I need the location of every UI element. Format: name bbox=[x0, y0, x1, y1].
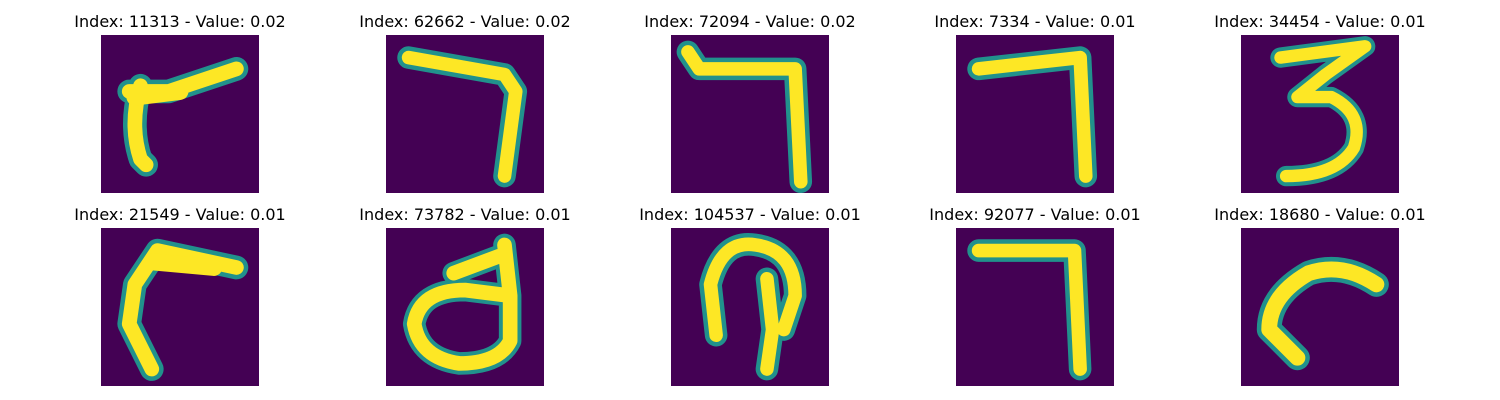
panel-title: Index: 62662 - Value: 0.02 bbox=[359, 12, 571, 31]
image-panel-3: Index: 72094 - Value: 0.02 bbox=[610, 12, 890, 202]
panel-title: Index: 18680 - Value: 0.01 bbox=[1214, 205, 1426, 224]
digit-image bbox=[101, 35, 259, 193]
loop-glyph-icon bbox=[402, 233, 522, 375]
digit-7-icon bbox=[967, 46, 1098, 188]
image-panel-9: Index: 92077 - Value: 0.01 bbox=[895, 205, 1175, 395]
image-panel-2: Index: 62662 - Value: 0.02 bbox=[325, 12, 605, 202]
panel-title: Index: 11313 - Value: 0.02 bbox=[74, 12, 286, 31]
image-panel-4: Index: 7334 - Value: 0.01 bbox=[895, 12, 1175, 202]
digit-image bbox=[1241, 35, 1399, 193]
panel-title: Index: 34454 - Value: 0.01 bbox=[1214, 12, 1426, 31]
panel-title: Index: 73782 - Value: 0.01 bbox=[359, 205, 571, 224]
digit-7-icon bbox=[967, 239, 1092, 381]
panel-title: Index: 7334 - Value: 0.01 bbox=[934, 12, 1136, 31]
image-panel-6: Index: 21549 - Value: 0.01 bbox=[40, 205, 320, 395]
digit-image bbox=[101, 228, 259, 386]
digit-image bbox=[1241, 228, 1399, 386]
digit-image bbox=[956, 35, 1114, 193]
image-panel-8: Index: 104537 - Value: 0.01 bbox=[610, 205, 890, 395]
digit-7-icon bbox=[676, 40, 813, 193]
stroke-hook-left-icon bbox=[1256, 256, 1389, 371]
panel-title: Index: 92077 - Value: 0.01 bbox=[929, 205, 1141, 224]
digit-7-icon bbox=[397, 46, 528, 188]
digit-3-icon bbox=[1270, 36, 1376, 187]
digit-image bbox=[956, 228, 1114, 386]
loop-glyph-icon bbox=[699, 233, 807, 381]
image-panel-5: Index: 34454 - Value: 0.01 bbox=[1180, 12, 1460, 202]
stroke-hook-left-icon bbox=[117, 238, 249, 381]
digit-image bbox=[386, 35, 544, 193]
panel-title: Index: 21549 - Value: 0.01 bbox=[74, 205, 286, 224]
digit-image bbox=[386, 228, 544, 386]
image-panel-1: Index: 11313 - Value: 0.02 bbox=[40, 12, 320, 202]
panel-title: Index: 104537 - Value: 0.01 bbox=[639, 205, 861, 224]
digit-image bbox=[671, 228, 829, 386]
panel-title: Index: 72094 - Value: 0.02 bbox=[644, 12, 856, 31]
stroke-hook-left-icon bbox=[117, 57, 249, 177]
digit-image bbox=[671, 35, 829, 193]
image-panel-7: Index: 73782 - Value: 0.01 bbox=[325, 205, 605, 395]
image-panel-10: Index: 18680 - Value: 0.01 bbox=[1180, 205, 1460, 395]
